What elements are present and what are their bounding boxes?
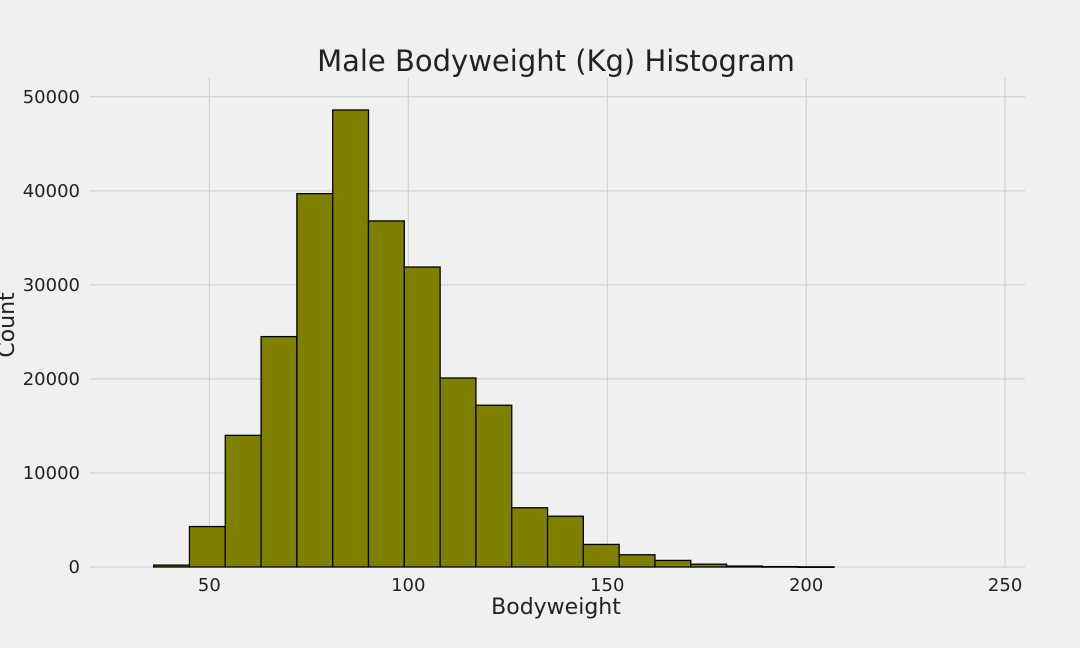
histogram-bar-5 — [332, 109, 370, 568]
histogram-bar-1 — [188, 525, 226, 568]
histogram-bar-13 — [618, 554, 656, 568]
histogram-bar-2 — [224, 434, 262, 568]
histogram-bar-17 — [761, 565, 799, 568]
y-tick-label-0: 0 — [69, 557, 80, 578]
bars — [153, 109, 835, 568]
x-tick-label-4: 250 — [988, 575, 1022, 596]
x-tick-labels: 50 100 150 200 250 — [198, 575, 1022, 596]
x-tick-label-0: 50 — [198, 575, 221, 596]
y-tick-label-3: 30000 — [23, 275, 80, 296]
x-tick-label-1: 100 — [391, 575, 425, 596]
y-axis-label: Count — [0, 292, 20, 358]
histogram-bar-6 — [367, 220, 405, 568]
chart-title: Male Bodyweight (Kg) Histogram — [317, 44, 795, 78]
histogram-bar-11 — [546, 515, 585, 568]
histogram-bar-16 — [725, 565, 764, 568]
histogram-bar-9 — [475, 404, 513, 568]
y-tick-label-1: 10000 — [23, 463, 80, 484]
histogram-bar-4 — [296, 193, 334, 568]
histogram-bar-7 — [403, 266, 441, 568]
histogram-bar-14 — [654, 559, 692, 568]
histogram-bar-8 — [439, 377, 477, 568]
histogram-bar-3 — [260, 335, 298, 568]
histogram-bar-12 — [582, 543, 620, 568]
grid — [90, 78, 1025, 568]
histogram-bar-18 — [797, 566, 835, 568]
histogram-bar-10 — [511, 507, 549, 568]
x-axis-label: Bodyweight — [491, 595, 621, 620]
y-tick-labels: 0 10000 20000 30000 40000 50000 — [23, 87, 80, 578]
y-tick-label-2: 20000 — [23, 369, 80, 390]
x-tick-label-2: 150 — [590, 575, 624, 596]
histogram-bar-15 — [690, 563, 728, 568]
histogram-bar-0 — [153, 564, 191, 568]
y-tick-label-4: 40000 — [23, 181, 80, 202]
x-tick-label-3: 200 — [789, 575, 823, 596]
y-tick-label-5: 50000 — [23, 87, 80, 108]
